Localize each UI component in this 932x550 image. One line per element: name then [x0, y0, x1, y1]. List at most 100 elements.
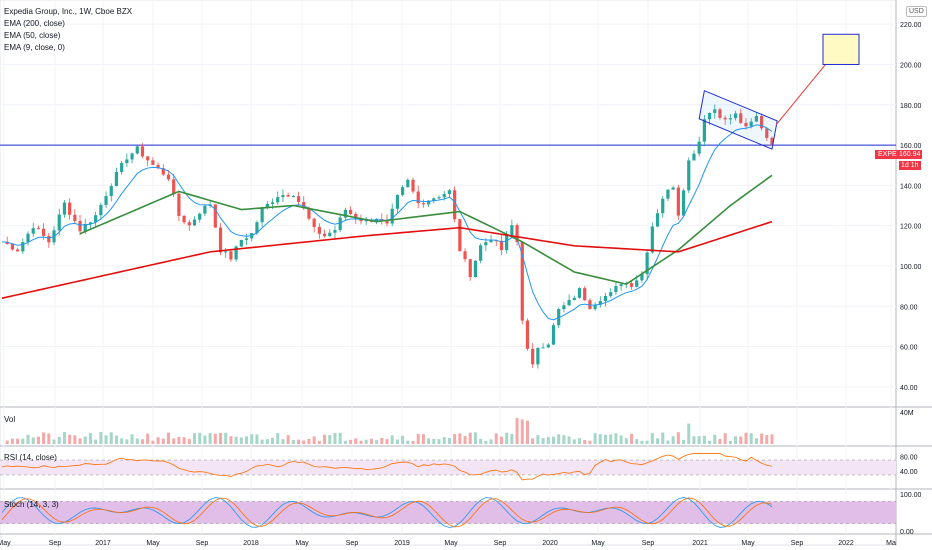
volume-bar: [36, 436, 40, 444]
volume-bar: [473, 432, 477, 444]
volume-bar: [333, 433, 337, 444]
volume-bar: [68, 434, 72, 444]
rsi-tick-label: 80.00: [900, 454, 918, 461]
volume-bar: [749, 433, 753, 444]
ema200-label[interactable]: EMA (200, close): [4, 19, 65, 28]
candle-body: [291, 196, 295, 198]
candle-body: [593, 304, 597, 310]
candles: [5, 104, 774, 369]
x-tick-label: May: [0, 540, 11, 547]
candle-body: [416, 191, 420, 204]
candle-body: [733, 113, 738, 119]
volume-bar: [224, 432, 228, 444]
volume-bar: [219, 433, 223, 444]
candle-body: [322, 233, 327, 237]
candle-body: [348, 209, 353, 214]
volume-bar: [656, 438, 660, 444]
volume-bar: [713, 434, 717, 444]
candle-body: [172, 179, 176, 194]
candle-body: [296, 196, 301, 203]
volume-bar: [78, 438, 82, 444]
rsi-line: [1, 453, 773, 481]
volume-bar: [395, 439, 399, 444]
candle-body: [484, 242, 488, 246]
candle-body: [135, 146, 139, 154]
volume-bar: [666, 440, 670, 444]
volume-bar: [343, 440, 347, 444]
volume-bar: [588, 440, 592, 444]
rsi-band: [0, 460, 896, 475]
candle-body: [453, 190, 457, 220]
volume-bar: [661, 432, 665, 444]
candle-body: [671, 187, 675, 190]
chart-legend: Expedia Group, Inc., 1W, Cboe BZX EMA (2…: [4, 6, 132, 54]
volume-bar: [416, 433, 420, 444]
candle-body: [687, 160, 691, 191]
ticker-tag: EXPE: [875, 150, 900, 159]
volume-bar: [21, 438, 25, 444]
candle-body: [536, 347, 540, 365]
volume-bar: [635, 439, 639, 444]
candle-body: [765, 128, 769, 138]
rsi-pane-label[interactable]: RSI (14, close): [4, 453, 57, 462]
volume-bar: [57, 436, 61, 444]
stoch-pane-label[interactable]: Stoch (14, 3, 3): [4, 500, 59, 509]
volume-bar: [265, 439, 269, 444]
candle-body: [572, 297, 576, 300]
candle-body: [520, 241, 524, 321]
y-tick-label: 180.00: [900, 103, 922, 110]
volume-bar: [359, 440, 363, 444]
x-tick-label: 2017: [95, 540, 111, 547]
volume-bar: [734, 436, 738, 444]
candle-body: [510, 225, 514, 236]
volume-bar: [10, 438, 14, 444]
y-tick-label: 40.00: [900, 385, 918, 392]
ema50-line: [79, 174, 773, 285]
x-tick-label: Sep: [196, 540, 209, 547]
volume-bar: [630, 433, 634, 444]
candle-body: [224, 251, 228, 253]
vol-pane-label[interactable]: Vol: [4, 415, 16, 424]
volume-bar: [676, 432, 680, 444]
candle-body: [161, 168, 165, 175]
candle-body: [270, 202, 275, 204]
volume-bar: [739, 436, 743, 444]
x-tick-label: 2021: [692, 540, 708, 547]
volume-bar: [551, 436, 555, 444]
x-tick-label: 2019: [394, 540, 410, 547]
x-tick-label: Sep: [642, 540, 655, 547]
candle-body: [531, 348, 535, 365]
volume-bar: [302, 440, 306, 444]
volume-bar: [109, 432, 113, 444]
volume-bar: [744, 432, 748, 444]
y-tick-label: 80.00: [900, 304, 918, 311]
candle-body: [146, 156, 150, 161]
ema9-label[interactable]: EMA (9, close, 0): [4, 43, 65, 52]
symbol-title[interactable]: Expedia Group, Inc., 1W, Cboe BZX: [4, 7, 133, 16]
volume-bar: [708, 440, 712, 444]
ema50-label[interactable]: EMA (50, close): [4, 31, 61, 40]
candle-body: [166, 174, 171, 180]
volume-bar: [468, 432, 472, 444]
volume-bar: [26, 434, 30, 444]
target-zone-box: [822, 33, 860, 65]
candle-body: [182, 215, 186, 223]
candle-body: [577, 288, 582, 298]
volume-bar: [479, 438, 483, 444]
candle-body: [458, 219, 462, 252]
volume-bar: [317, 440, 321, 444]
volume-bar: [536, 435, 540, 444]
stoch-d-line: [1, 497, 773, 528]
currency-badge[interactable]: USD: [906, 6, 927, 17]
volume-bar: [432, 438, 436, 444]
volume-bar: [754, 438, 758, 444]
candle-body: [16, 249, 20, 252]
x-tick-label: Ma: [886, 540, 896, 547]
volume-bar: [541, 438, 545, 444]
candle-body: [395, 194, 400, 209]
candle-body: [723, 117, 727, 120]
candle-body: [541, 347, 545, 349]
candle-body: [728, 118, 732, 120]
candle-body: [104, 196, 108, 205]
